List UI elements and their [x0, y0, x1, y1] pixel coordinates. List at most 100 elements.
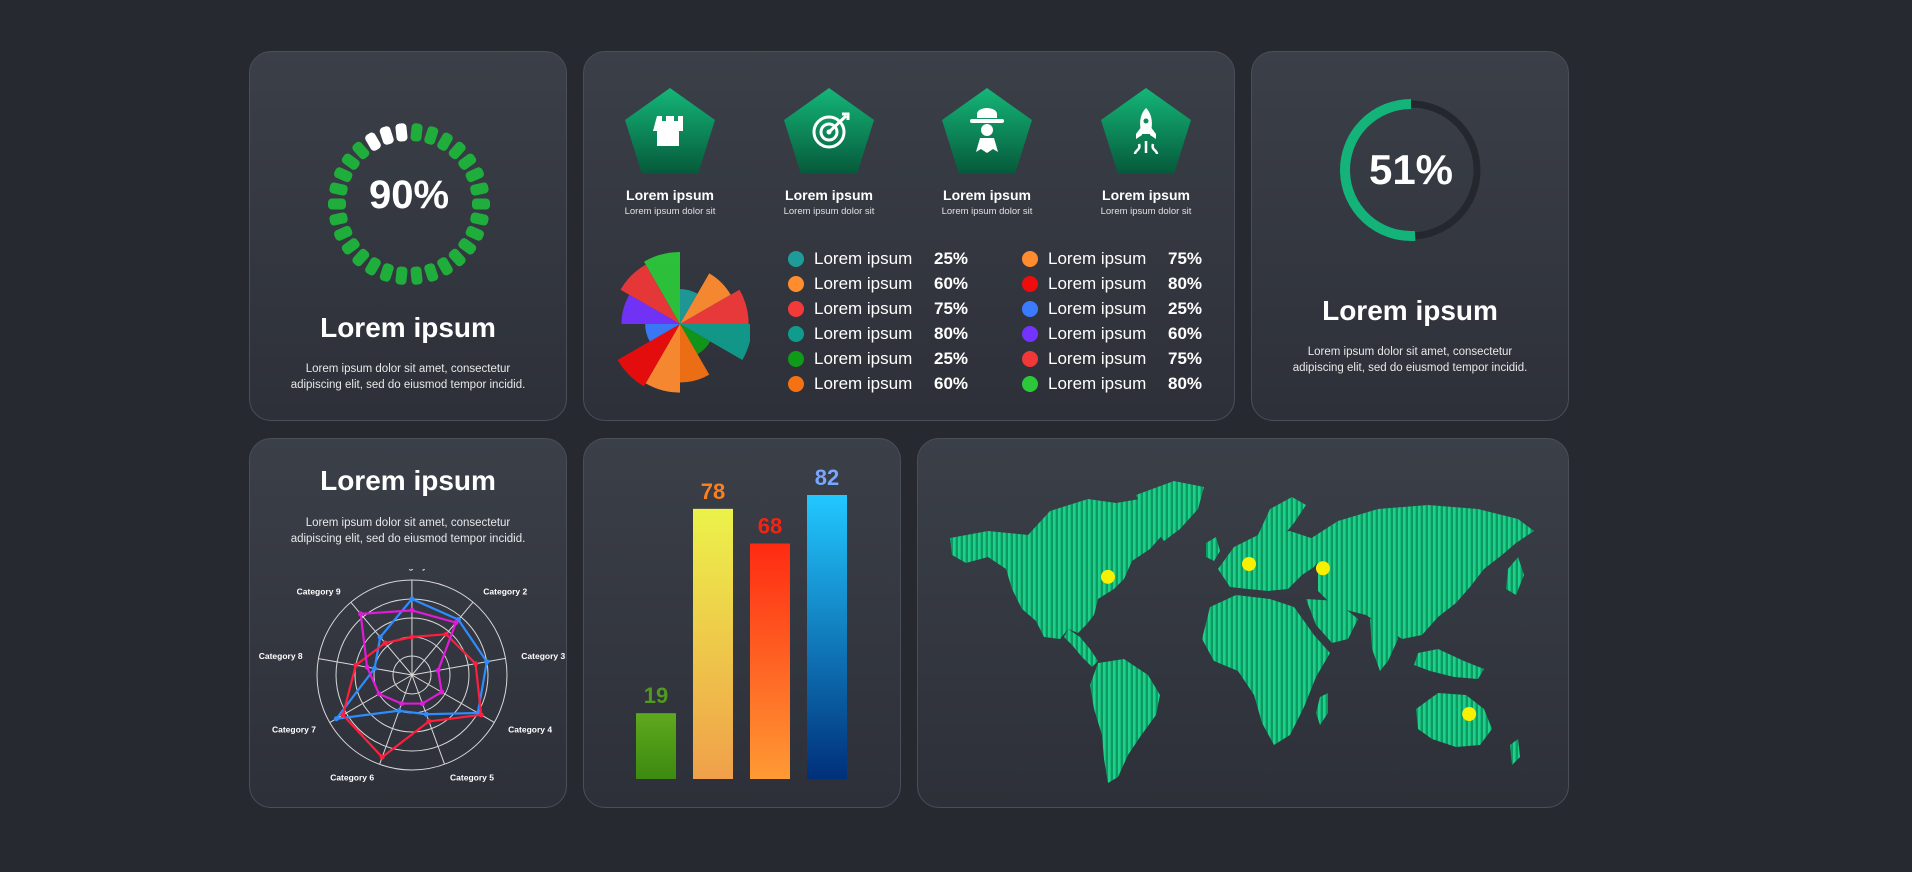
ring-segment-filled [365, 257, 381, 276]
ring-segment-filled [334, 167, 353, 183]
legend-item: Lorem ipsum 25% [1022, 299, 1202, 319]
legend-dot [1022, 351, 1038, 367]
progress-value: 90% [368, 173, 450, 217]
legend-label: Lorem ipsum [814, 299, 913, 318]
ring-segment-filled [329, 182, 348, 196]
ring-segment-empty [365, 132, 381, 151]
percent-card-title: Lorem ipsum [1322, 295, 1498, 326]
radar-point [453, 620, 459, 626]
radar-point [396, 708, 402, 714]
legend-item: Lorem ipsum 60% [788, 374, 968, 394]
feature-title: Lorem ipsum [1102, 187, 1190, 203]
radar-category-label: Category 5 [450, 772, 494, 782]
ring-segment-filled [352, 141, 370, 160]
legend-item: Lorem ipsum 80% [1022, 274, 1202, 294]
legend-value: 60% [934, 274, 969, 293]
ring-segment-filled [341, 238, 360, 255]
ring-segment-filled [410, 123, 423, 142]
radar-category-label: Category 6 [330, 772, 374, 782]
radar-category-label: Category 4 [508, 724, 552, 734]
percent-card: 51% Lorem ipsum Lorem ipsum dolor sit am… [1251, 51, 1569, 421]
legend-item: Lorem ipsum 25% [788, 249, 968, 269]
legend-dot [788, 301, 804, 317]
castle-icon [625, 88, 715, 174]
radar-point [340, 712, 346, 718]
legend-label: Lorem ipsum [1048, 249, 1147, 268]
legend-item: Lorem ipsum 60% [1022, 324, 1202, 344]
bar [807, 495, 847, 779]
legend-item: Lorem ipsum 75% [1022, 349, 1202, 369]
percent-text-line1: Lorem ipsum dolor sit amet, consectetur [1307, 346, 1513, 358]
rose-slice [680, 289, 698, 324]
legend-value: 80% [934, 324, 969, 343]
rose-slice [680, 273, 731, 324]
radar-category-label: Category 8 [259, 651, 303, 661]
radar-text-line2: adipiscing elit, sed do eiusmod tempor i… [290, 533, 526, 545]
radar-point [382, 640, 388, 646]
legend-item: Lorem ipsum 75% [1022, 249, 1202, 269]
radar-point [364, 664, 370, 670]
ring-segment-filled [341, 153, 360, 170]
map-marker [1462, 707, 1477, 721]
legend-dot [788, 326, 804, 342]
legend-dot [1022, 251, 1038, 267]
radar-text-line1: Lorem ipsum dolor sit amet, consectetur [305, 517, 511, 529]
feature-subtitle: Lorem ipsum dolor sit [941, 206, 1033, 217]
radar-point [377, 634, 383, 640]
progress-card-text: Lorem ipsum dolor sit amet, consectetur … [270, 361, 546, 393]
ring-segment-filled [458, 153, 477, 170]
bar [636, 713, 676, 779]
segmented-progress-ring [328, 123, 490, 285]
radar-point [409, 634, 415, 640]
radar-point [473, 661, 479, 667]
radar-point [409, 607, 415, 613]
radar-point [439, 689, 445, 695]
radar-point [409, 596, 415, 602]
radar-category-label: Category 7 [272, 725, 316, 735]
bar-value-label: 68 [758, 513, 782, 538]
feature-subtitle: Lorem ipsum dolor sit [1100, 206, 1192, 217]
legend-label: Lorem ipsum [1048, 349, 1147, 368]
bar-value-label: 82 [815, 465, 839, 490]
legend-dot [788, 376, 804, 392]
legend-label: Lorem ipsum [814, 249, 913, 268]
legend-item: Lorem ipsum 75% [788, 299, 968, 319]
legend-value: 80% [1168, 274, 1203, 293]
radar-point [399, 701, 405, 707]
rose-slice [680, 289, 749, 324]
feature-subtitle: Lorem ipsum dolor sit [783, 206, 875, 217]
legend-dot [1022, 301, 1038, 317]
radar-series-line [359, 609, 458, 705]
ring-segment-filled [448, 141, 466, 160]
rose-slice [620, 264, 680, 324]
bar-chart-card: 19 78 68 82 [583, 438, 901, 808]
ring-segment-empty [379, 126, 394, 145]
radar-point [443, 631, 449, 637]
legend-item: Lorem ipsum 60% [788, 274, 968, 294]
rose-slice [680, 324, 711, 355]
radar-chart: Category 1 Category 2 Category 3 Category 4… [259, 569, 566, 782]
legend-label: Lorem ipsum [1048, 324, 1147, 343]
radar-point [353, 662, 359, 668]
rose-slice [645, 324, 680, 393]
radar-point [426, 718, 432, 724]
ring-segment-filled [410, 266, 423, 285]
radar-series-line [341, 633, 483, 759]
radar-point [376, 691, 382, 697]
radar-card-title: Lorem ipsum [320, 465, 496, 496]
percent-text-line2: adipiscing elit, sed do eiusmod tempor i… [1292, 362, 1528, 374]
legend-item: Lorem ipsum 80% [1022, 374, 1202, 394]
feature-title: Lorem ipsum [943, 187, 1031, 203]
bar-chart: 19 78 68 82 [636, 465, 847, 779]
ring-segment-filled [472, 198, 490, 210]
progress-text-line1: Lorem ipsum dolor sit amet, consectetur [305, 363, 511, 375]
legend-dot [1022, 326, 1038, 342]
rose-slice [644, 252, 680, 324]
chef-icon [942, 88, 1032, 174]
rocket-icon [1101, 88, 1191, 174]
progress-card-title: Lorem ipsum [320, 312, 496, 343]
ring-segment-filled [465, 225, 484, 241]
ring-segment-filled [458, 238, 477, 255]
legend-value: 25% [1168, 299, 1203, 318]
world-map-card [917, 438, 1569, 808]
